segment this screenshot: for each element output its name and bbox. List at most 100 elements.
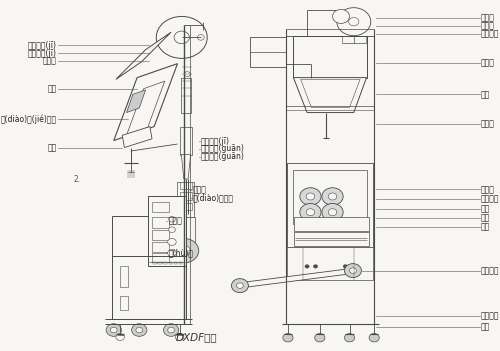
Bar xyxy=(152,202,169,212)
Circle shape xyxy=(352,265,356,268)
Bar xyxy=(182,78,190,113)
Text: 滾輪: 滾輪 xyxy=(481,204,490,213)
Text: 接近開關(guān): 接近開關(guān) xyxy=(201,144,244,153)
Circle shape xyxy=(344,333,354,342)
Circle shape xyxy=(198,35,204,40)
Text: 供紙電機(jī): 供紙電機(jī) xyxy=(201,137,230,146)
Bar xyxy=(168,262,172,264)
Text: 切刀: 切刀 xyxy=(481,214,490,223)
Circle shape xyxy=(110,327,117,333)
Text: 調(diào)整螺釘: 調(diào)整螺釘 xyxy=(192,194,234,203)
Text: DXDF系列: DXDF系列 xyxy=(176,333,218,343)
Bar xyxy=(164,262,167,264)
Text: 立柱: 立柱 xyxy=(481,90,490,99)
Bar xyxy=(174,262,177,264)
Polygon shape xyxy=(126,81,164,135)
Text: 支座: 支座 xyxy=(48,144,57,153)
Circle shape xyxy=(168,217,175,222)
Circle shape xyxy=(236,283,244,289)
Bar xyxy=(154,262,156,264)
Text: 熱封器: 熱封器 xyxy=(481,185,494,194)
Bar xyxy=(180,127,192,154)
Text: 料斗: 料斗 xyxy=(48,84,57,93)
Text: 充填電機(jī): 充填電機(jī) xyxy=(28,41,57,50)
Circle shape xyxy=(283,333,293,342)
Text: 熱封管板: 熱封管板 xyxy=(481,195,500,204)
Circle shape xyxy=(314,333,325,342)
Text: 傳動箱: 傳動箱 xyxy=(43,56,57,65)
Circle shape xyxy=(300,204,321,221)
Bar xyxy=(112,216,186,319)
Text: 刀架: 刀架 xyxy=(481,223,490,232)
Circle shape xyxy=(132,324,147,336)
Bar xyxy=(152,253,169,262)
Bar xyxy=(180,182,192,190)
Bar xyxy=(152,242,169,252)
Circle shape xyxy=(169,238,198,263)
Text: 輸送皮帶: 輸送皮帶 xyxy=(481,266,500,275)
Circle shape xyxy=(343,265,347,268)
Text: 護(hù)罩: 護(hù)罩 xyxy=(168,248,193,257)
Circle shape xyxy=(337,8,371,36)
Circle shape xyxy=(300,188,321,205)
Text: 充電開關(guān): 充電開關(guān) xyxy=(201,152,244,161)
Bar xyxy=(152,218,169,228)
Bar xyxy=(294,36,366,78)
Bar xyxy=(286,163,374,247)
Polygon shape xyxy=(116,32,171,79)
Circle shape xyxy=(168,238,176,245)
Text: 成型器: 成型器 xyxy=(192,186,206,195)
Bar xyxy=(294,170,366,224)
Circle shape xyxy=(106,324,122,336)
Circle shape xyxy=(344,264,362,278)
Text: 電控箱: 電控箱 xyxy=(168,217,182,225)
Text: 調(diào)節(jié)螺桿: 調(diào)節(jié)螺桿 xyxy=(0,114,57,124)
Circle shape xyxy=(305,265,309,268)
Text: 壓糟盤: 壓糟盤 xyxy=(481,14,494,23)
Bar xyxy=(148,196,186,266)
Bar xyxy=(180,192,192,200)
Circle shape xyxy=(332,9,349,24)
Circle shape xyxy=(174,31,190,44)
Circle shape xyxy=(116,333,124,340)
Circle shape xyxy=(184,82,190,87)
Circle shape xyxy=(322,204,343,221)
Polygon shape xyxy=(122,127,152,147)
Bar xyxy=(120,296,128,310)
Bar xyxy=(179,262,182,264)
Bar xyxy=(152,230,169,240)
Circle shape xyxy=(322,188,343,205)
Circle shape xyxy=(136,327,142,333)
Circle shape xyxy=(178,245,190,256)
Circle shape xyxy=(328,209,337,216)
Text: 振動螺桿: 振動螺桿 xyxy=(481,312,500,320)
Bar xyxy=(120,266,128,287)
Polygon shape xyxy=(114,64,178,140)
Text: 包裝材料: 包裝材料 xyxy=(481,29,500,38)
Circle shape xyxy=(328,193,337,200)
Text: 2.: 2. xyxy=(74,175,80,184)
Text: 卷紙軸: 卷紙軸 xyxy=(481,21,494,31)
Bar xyxy=(250,38,286,67)
Polygon shape xyxy=(300,79,360,107)
Circle shape xyxy=(369,333,380,342)
Polygon shape xyxy=(294,78,366,113)
Text: 控制桿: 控制桿 xyxy=(481,58,494,67)
Bar xyxy=(180,203,192,211)
Circle shape xyxy=(156,16,207,58)
Circle shape xyxy=(306,209,314,216)
Circle shape xyxy=(168,227,175,232)
Circle shape xyxy=(176,333,184,340)
Circle shape xyxy=(348,18,359,26)
Bar xyxy=(294,218,368,231)
Polygon shape xyxy=(182,154,190,179)
Circle shape xyxy=(168,250,176,257)
Bar xyxy=(176,218,196,242)
Bar xyxy=(158,262,162,264)
Circle shape xyxy=(168,327,174,333)
Text: 出料管: 出料管 xyxy=(481,119,494,128)
Polygon shape xyxy=(126,90,146,113)
Circle shape xyxy=(184,93,190,98)
Text: 地輪: 地輪 xyxy=(481,322,490,331)
Bar xyxy=(294,232,368,246)
